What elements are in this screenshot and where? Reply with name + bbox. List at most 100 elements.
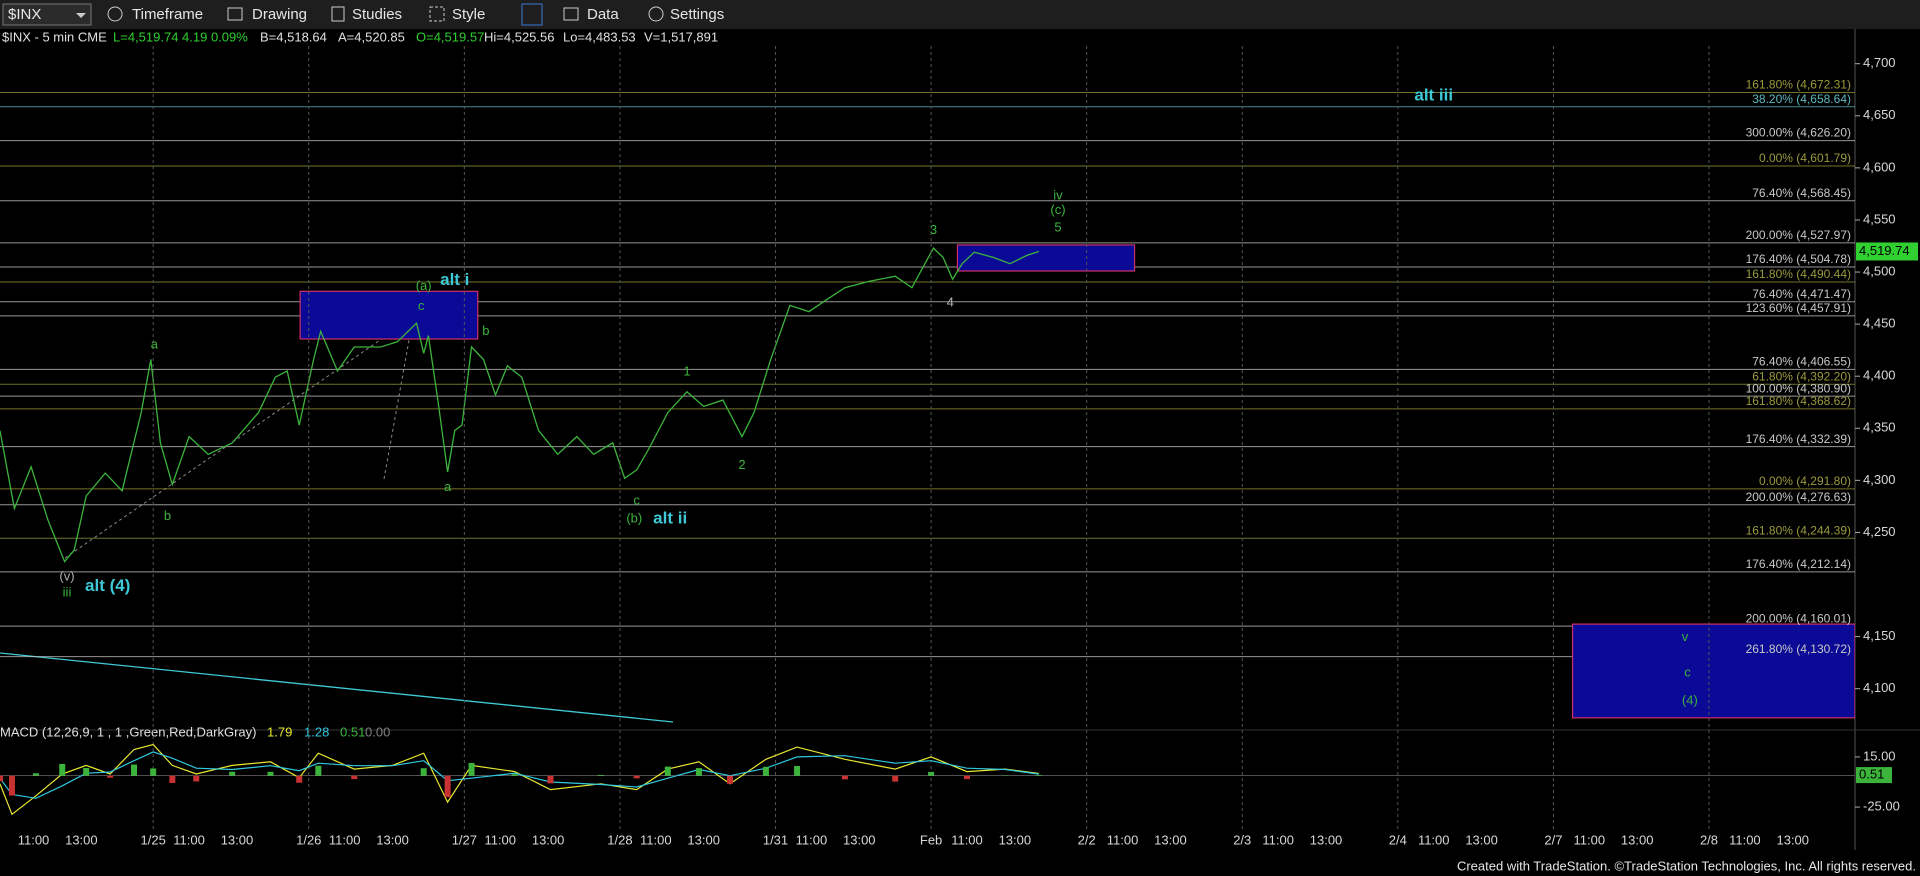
x-tick-label: 11:00 <box>1418 832 1450 847</box>
x-tick-label: 2/2 <box>1078 832 1096 847</box>
x-tick-label: 13:00 <box>221 832 254 847</box>
volume-quote: V=1,517,891 <box>644 29 718 44</box>
toolbar-button[interactable]: Settings <box>670 6 724 23</box>
last-price-label: 4,519.74 <box>1859 243 1910 258</box>
macd-histogram-bar <box>193 775 200 782</box>
macd-histogram-bar <box>32 773 39 776</box>
high-quote: Hi=4,525.56 <box>484 29 554 44</box>
settings-icon <box>648 6 664 22</box>
macd-histogram-bar <box>468 762 475 776</box>
wave-label: a <box>444 479 452 494</box>
wave-label: alt ii <box>653 508 687 527</box>
macd-histogram-bar <box>351 775 358 780</box>
dropdown-arrow <box>76 13 86 18</box>
x-tick-label: 11:00 <box>951 832 983 847</box>
x-tick-label: 11:00 <box>796 832 828 847</box>
y-tick-label: 4,150 <box>1863 628 1896 643</box>
symbol-input[interactable]: $INX <box>8 6 41 23</box>
toolbar-button[interactable]: Data <box>587 6 619 23</box>
y-tick-label: 4,700 <box>1863 55 1896 70</box>
y-tick-label: 4,350 <box>1863 420 1896 435</box>
x-tick-label: 13:00 <box>65 832 98 847</box>
y-tick-label: -25.00 <box>1863 799 1900 814</box>
x-tick-label: 1/28 <box>607 832 632 847</box>
macd-histogram-bar <box>83 767 90 776</box>
macd-histogram-bar <box>1035 775 1042 776</box>
fib-level-label: 176.40% (4,504.78) <box>1746 252 1851 266</box>
x-tick-label: 11:00 <box>1729 832 1761 847</box>
fib-level-label: 176.40% (4,332.39) <box>1746 432 1851 446</box>
x-tick-label: 13:00 <box>1310 832 1343 847</box>
x-tick-label: 13:00 <box>1776 832 1809 847</box>
x-tick-label: 13:00 <box>843 832 876 847</box>
wave-label: (v) <box>59 569 74 584</box>
studies-icon <box>331 6 345 22</box>
x-tick-label: 2/4 <box>1389 832 1407 847</box>
x-tick-label: 13:00 <box>532 832 565 847</box>
macd-histogram-bar <box>892 775 899 782</box>
fib-level-label: 161.80% (4,490.44) <box>1746 267 1851 281</box>
macd-last-label: 0.51 <box>1859 767 1884 782</box>
fib-level-label: 200.00% (4,527.97) <box>1746 228 1851 242</box>
x-tick-label: 11:00 <box>1107 832 1139 847</box>
x-tick-label: 13:00 <box>687 832 720 847</box>
fib-level-label: 76.40% (4,568.45) <box>1752 186 1851 200</box>
y-tick-label: 4,300 <box>1863 472 1896 487</box>
drawing-icon <box>227 7 243 21</box>
bid-quote: B=4,518.64 <box>260 29 327 44</box>
toolbar-button[interactable]: Style <box>452 6 485 23</box>
macd-avg-value: 1.28 <box>304 724 329 739</box>
toolbar-button[interactable]: Studies <box>352 6 402 23</box>
macd-histogram-bar <box>150 768 157 776</box>
y-tick-label: 4,600 <box>1863 159 1896 174</box>
y-tick-label: 4,400 <box>1863 368 1896 383</box>
macd-histogram-bar <box>633 775 640 779</box>
x-tick-label: 11:00 <box>484 832 516 847</box>
layout-icon[interactable] <box>521 3 543 26</box>
fib-level-label: 200.00% (4,276.63) <box>1746 490 1851 504</box>
toolbar-button[interactable]: Timeframe <box>132 6 203 23</box>
wave-label: 2 <box>738 457 745 472</box>
x-tick-label: Feb <box>920 832 942 847</box>
y-tick-label: 4,250 <box>1863 524 1896 539</box>
zero-line-value: 0.00 <box>365 724 390 739</box>
macd-histogram-bar <box>315 765 322 776</box>
symbol-line: $INX - 5 min CME <box>2 29 107 44</box>
trend-line <box>0 652 674 723</box>
style-icon <box>429 6 445 22</box>
x-tick-label: 11:00 <box>173 832 205 847</box>
y-tick-label: 15.00 <box>1863 748 1896 763</box>
wave-label: c <box>418 298 425 313</box>
fib-level-label: 161.80% (4,244.39) <box>1746 523 1851 537</box>
wave-label: 5 <box>1054 220 1061 235</box>
macd-histogram-bar <box>841 775 848 780</box>
wave-label: iii <box>63 584 72 599</box>
macd-histogram-bar <box>695 768 702 776</box>
macd-histogram-bar <box>928 771 935 776</box>
macd-histogram-bar <box>963 775 970 780</box>
wave-label: alt i <box>440 270 469 289</box>
plot <box>0 92 1855 719</box>
wave-label: c <box>1684 664 1691 679</box>
fib-level-label: 76.40% (4,471.47) <box>1752 287 1851 301</box>
x-tick-label: 1/31 <box>763 832 788 847</box>
y-tick-label: 4,100 <box>1863 680 1896 695</box>
x-tick-label: 1/27 <box>452 832 477 847</box>
macd-last-box <box>1856 767 1892 784</box>
toolbar-button[interactable]: Drawing <box>252 6 307 23</box>
y-tick-label: 4,450 <box>1863 316 1896 331</box>
fib-level-label: 38.20% (4,658.64) <box>1752 92 1851 106</box>
target-zone <box>299 290 479 340</box>
x-tick-label: 11:00 <box>1574 832 1606 847</box>
price-line <box>0 247 1040 563</box>
fib-level-label: 0.00% (4,291.80) <box>1759 474 1851 488</box>
fib-level-label: 61.80% (4,392.20) <box>1752 369 1851 383</box>
data-icon <box>563 7 579 21</box>
x-tick-label: 11:00 <box>640 832 672 847</box>
fib-level-label: 300.00% (4,626.20) <box>1746 126 1851 140</box>
timeframe-icon <box>107 6 123 22</box>
symbol-box[interactable] <box>2 3 92 26</box>
macd-histogram-bar <box>267 771 274 776</box>
